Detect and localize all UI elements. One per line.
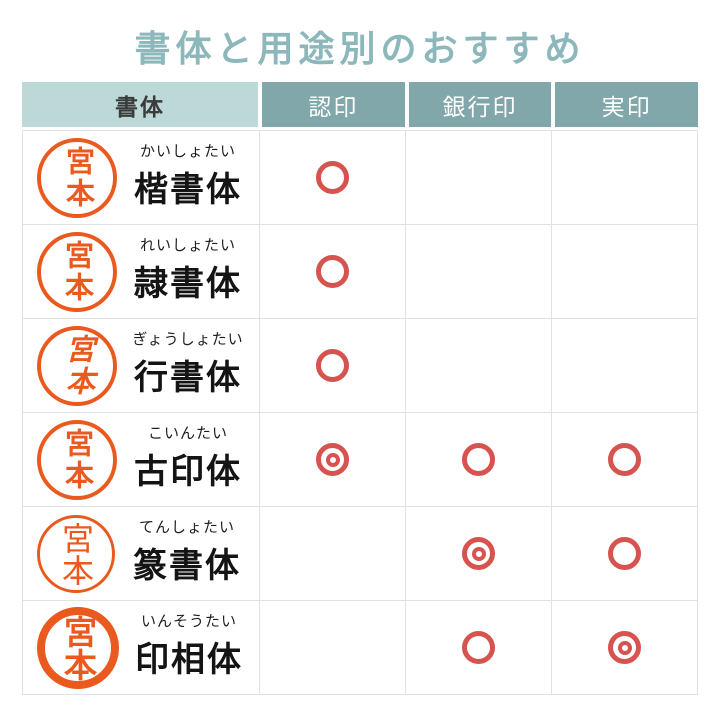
recommendation-mark-icon [608, 161, 641, 194]
recommendation-mark-icon [608, 631, 641, 664]
font-name-label: 印相体 [135, 641, 243, 679]
mark-cell-ginkoin [405, 319, 551, 412]
furigana-label: いんそうたい [140, 613, 237, 630]
font-name-block: いんそうたい 印相体 [119, 610, 259, 681]
mark-cell-mitomein [259, 319, 405, 412]
column-header-jitsuin: 実印 [555, 82, 699, 127]
mark-cell-mitomein [259, 413, 405, 506]
recommendation-mark-icon [316, 349, 349, 382]
mark-cell-mitomein [259, 225, 405, 318]
seal-text: 宮本 [61, 333, 94, 398]
recommendation-mark-icon [316, 443, 349, 476]
column-header-shotai: 書体 [22, 82, 258, 127]
recommendation-table: 書体 認印 銀行印 実印 宮本 かいしょたい 楷書体 宮本 [22, 82, 699, 695]
recommendation-mark-icon [316, 255, 349, 288]
recommendation-mark-icon [462, 631, 495, 664]
recommendation-mark-icon [316, 161, 349, 194]
table-header-row: 書体 認印 銀行印 実印 [22, 82, 699, 127]
mark-cell-jitsuin [551, 131, 697, 224]
table-row: 宮本 てんしょたい 篆書体 [23, 506, 697, 600]
mark-cell-ginkoin [405, 601, 551, 694]
seal-stamp-icon: 宮本 [37, 419, 117, 500]
mark-cell-jitsuin [551, 507, 697, 600]
mark-cell-jitsuin [551, 319, 697, 412]
recommendation-mark-icon [608, 255, 641, 288]
table-row: 宮本 こいんたい 古印体 [23, 412, 697, 506]
mark-cell-jitsuin [551, 225, 697, 318]
furigana-label: ぎょうしょたい [132, 331, 244, 348]
font-name-block: れいしょたい 隷書体 [117, 234, 259, 305]
seal-text: 宮本 [60, 239, 95, 304]
font-name-block: ぎょうしょたい 行書体 [117, 328, 259, 399]
recommendation-mark-icon [462, 255, 495, 288]
font-name-block: かいしょたい 楷書体 [117, 140, 259, 211]
font-name-label: 楷書体 [134, 171, 242, 209]
column-header-mitomein: 認印 [262, 82, 405, 127]
mark-cell-mitomein [259, 131, 405, 224]
mark-cell-mitomein [259, 507, 405, 600]
table-row: 宮本 いんそうたい 印相体 [23, 600, 697, 694]
mark-cell-ginkoin [405, 225, 551, 318]
seal-text: 宮本 [58, 521, 94, 586]
font-name-label: 隷書体 [134, 265, 242, 303]
font-cell-insou: 宮本 いんそうたい 印相体 [23, 601, 259, 694]
mark-cell-ginkoin [405, 507, 551, 600]
mark-cell-ginkoin [405, 413, 551, 506]
recommendation-mark-icon [608, 443, 641, 476]
recommendation-mark-icon [316, 537, 349, 570]
recommendation-mark-icon [608, 537, 641, 570]
recommendation-mark-icon [462, 443, 495, 476]
font-cell-reisho: 宮本 れいしょたい 隷書体 [23, 225, 259, 318]
font-cell-kaisho: 宮本 かいしょたい 楷書体 [23, 131, 259, 224]
table-body: 宮本 かいしょたい 楷書体 宮本 れいしょたい 隷書体 [22, 130, 698, 695]
mark-cell-jitsuin [551, 601, 697, 694]
recommendation-mark-icon [462, 349, 495, 382]
recommendation-mark-icon [608, 349, 641, 382]
font-name-block: こいんたい 古印体 [117, 422, 259, 493]
seal-stamp-icon: 宮本 [37, 514, 115, 593]
mark-cell-mitomein [259, 601, 405, 694]
seal-stamp-icon: 宮本 [37, 606, 119, 689]
seal-stamp-icon: 宮本 [37, 231, 117, 312]
font-cell-koin: 宮本 こいんたい 古印体 [23, 413, 259, 506]
seal-stamp-icon: 宮本 [37, 137, 117, 218]
recommendation-mark-icon [462, 161, 495, 194]
seal-stamp-icon: 宮本 [37, 325, 117, 406]
table-row: 宮本 ぎょうしょたい 行書体 [23, 318, 697, 412]
font-name-label: 篆書体 [133, 547, 241, 585]
font-name-block: てんしょたい 篆書体 [115, 516, 259, 587]
mark-cell-ginkoin [405, 131, 551, 224]
page-title: 書体と用途別のおすすめ [134, 28, 586, 69]
seal-text: 宮本 [60, 427, 95, 492]
furigana-label: てんしょたい [138, 519, 235, 536]
column-header-ginkoin: 銀行印 [408, 82, 552, 127]
recommendation-mark-icon [316, 631, 349, 664]
recommendation-mark-icon [462, 537, 495, 570]
furigana-label: れいしょたい [139, 237, 236, 254]
font-name-label: 古印体 [134, 453, 242, 491]
seal-text: 宮本 [59, 614, 97, 681]
seal-text: 宮本 [61, 145, 94, 210]
mark-cell-jitsuin [551, 413, 697, 506]
font-name-label: 行書体 [134, 359, 242, 397]
font-cell-gyosho: 宮本 ぎょうしょたい 行書体 [23, 319, 259, 412]
table-row: 宮本 れいしょたい 隷書体 [23, 224, 697, 318]
font-cell-tensho: 宮本 てんしょたい 篆書体 [23, 507, 259, 600]
table-row: 宮本 かいしょたい 楷書体 [23, 131, 697, 224]
furigana-label: こいんたい [147, 425, 228, 442]
furigana-label: かいしょたい [139, 143, 236, 160]
